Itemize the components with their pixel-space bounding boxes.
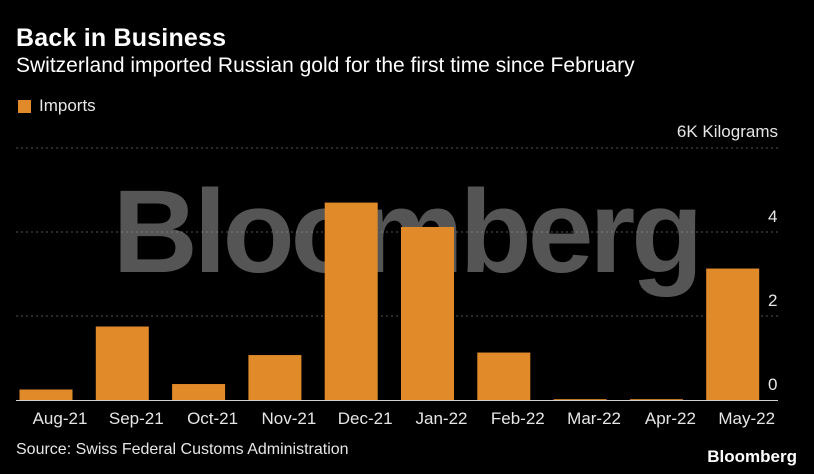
bar-oct-21 [172, 384, 226, 400]
y-tick-label: 4 [768, 207, 777, 226]
x-tick-label: Jan-22 [416, 409, 468, 428]
x-tick-label: Feb-22 [491, 409, 545, 428]
x-tick-label: Aug-21 [33, 409, 88, 428]
legend: Imports [18, 96, 96, 116]
legend-label: Imports [39, 96, 96, 115]
x-tick-label: Oct-21 [187, 409, 238, 428]
x-tick-label: Apr-22 [645, 409, 696, 428]
chart-title: Back in Business [16, 24, 227, 52]
source-note: Source: Swiss Federal Customs Administra… [16, 441, 349, 458]
bar-dec-21 [324, 202, 378, 400]
x-tick-label: May-22 [718, 409, 775, 428]
x-tick-label: Mar-22 [567, 409, 621, 428]
bar-apr-22 [629, 399, 683, 401]
bar-mar-22 [553, 399, 607, 401]
x-tick-label: Nov-21 [261, 409, 316, 428]
y-axis-unit-label: 6K Kilograms [676, 122, 778, 141]
bar-sep-21 [95, 326, 149, 400]
bar-jan-22 [401, 226, 454, 400]
x-tick-label: Dec-21 [338, 409, 393, 428]
y-tick-label: 0 [768, 375, 777, 394]
bar-may-22 [706, 268, 760, 400]
x-tick-label: Sep-21 [109, 409, 164, 428]
brand-logo: Bloomberg [707, 447, 797, 466]
bar-aug-21 [19, 389, 73, 400]
bar-feb-22 [477, 352, 531, 400]
bar-nov-21 [248, 355, 302, 400]
chart-subtitle: Switzerland imported Russian gold for th… [16, 54, 635, 77]
y-tick-label: 2 [768, 291, 777, 310]
legend-swatch [18, 99, 31, 113]
